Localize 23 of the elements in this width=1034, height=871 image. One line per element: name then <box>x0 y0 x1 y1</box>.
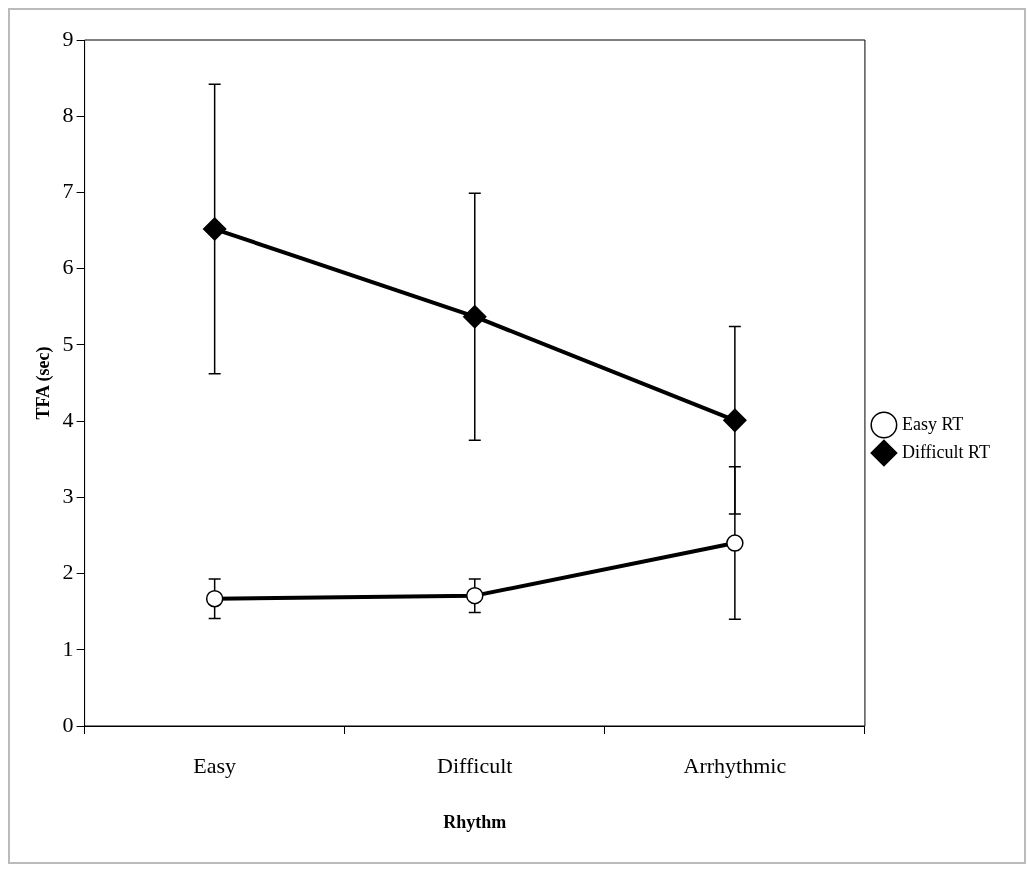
legend-label: Easy RT <box>901 413 964 434</box>
x-tick-label: Difficult <box>437 752 513 778</box>
point <box>463 304 487 329</box>
point <box>466 586 484 605</box>
point <box>202 217 227 241</box>
y-tick-label: 3 <box>62 483 74 509</box>
y-axis-title: TFA (sec) <box>33 346 55 420</box>
x-tick-label: Arrhythmic <box>683 752 787 778</box>
y-tick-label: 0 <box>62 711 74 737</box>
legend-label: Difficult RT <box>901 441 990 462</box>
x-tick-label: Easy <box>193 752 237 778</box>
point <box>205 589 224 608</box>
y-tick-label: 8 <box>62 102 74 127</box>
y-tick-label: 7 <box>62 178 74 204</box>
point <box>723 408 747 433</box>
y-tick-label: 6 <box>62 254 74 280</box>
point <box>726 534 744 552</box>
y-tick-label: 2 <box>62 559 74 585</box>
x-axis-title: Rhythm <box>443 811 507 832</box>
y-tick-label: 1 <box>62 635 74 661</box>
y-tick-label: 5 <box>62 330 74 356</box>
y-tick-label: 4 <box>62 406 74 432</box>
y-tick-label: 9 <box>62 25 74 51</box>
